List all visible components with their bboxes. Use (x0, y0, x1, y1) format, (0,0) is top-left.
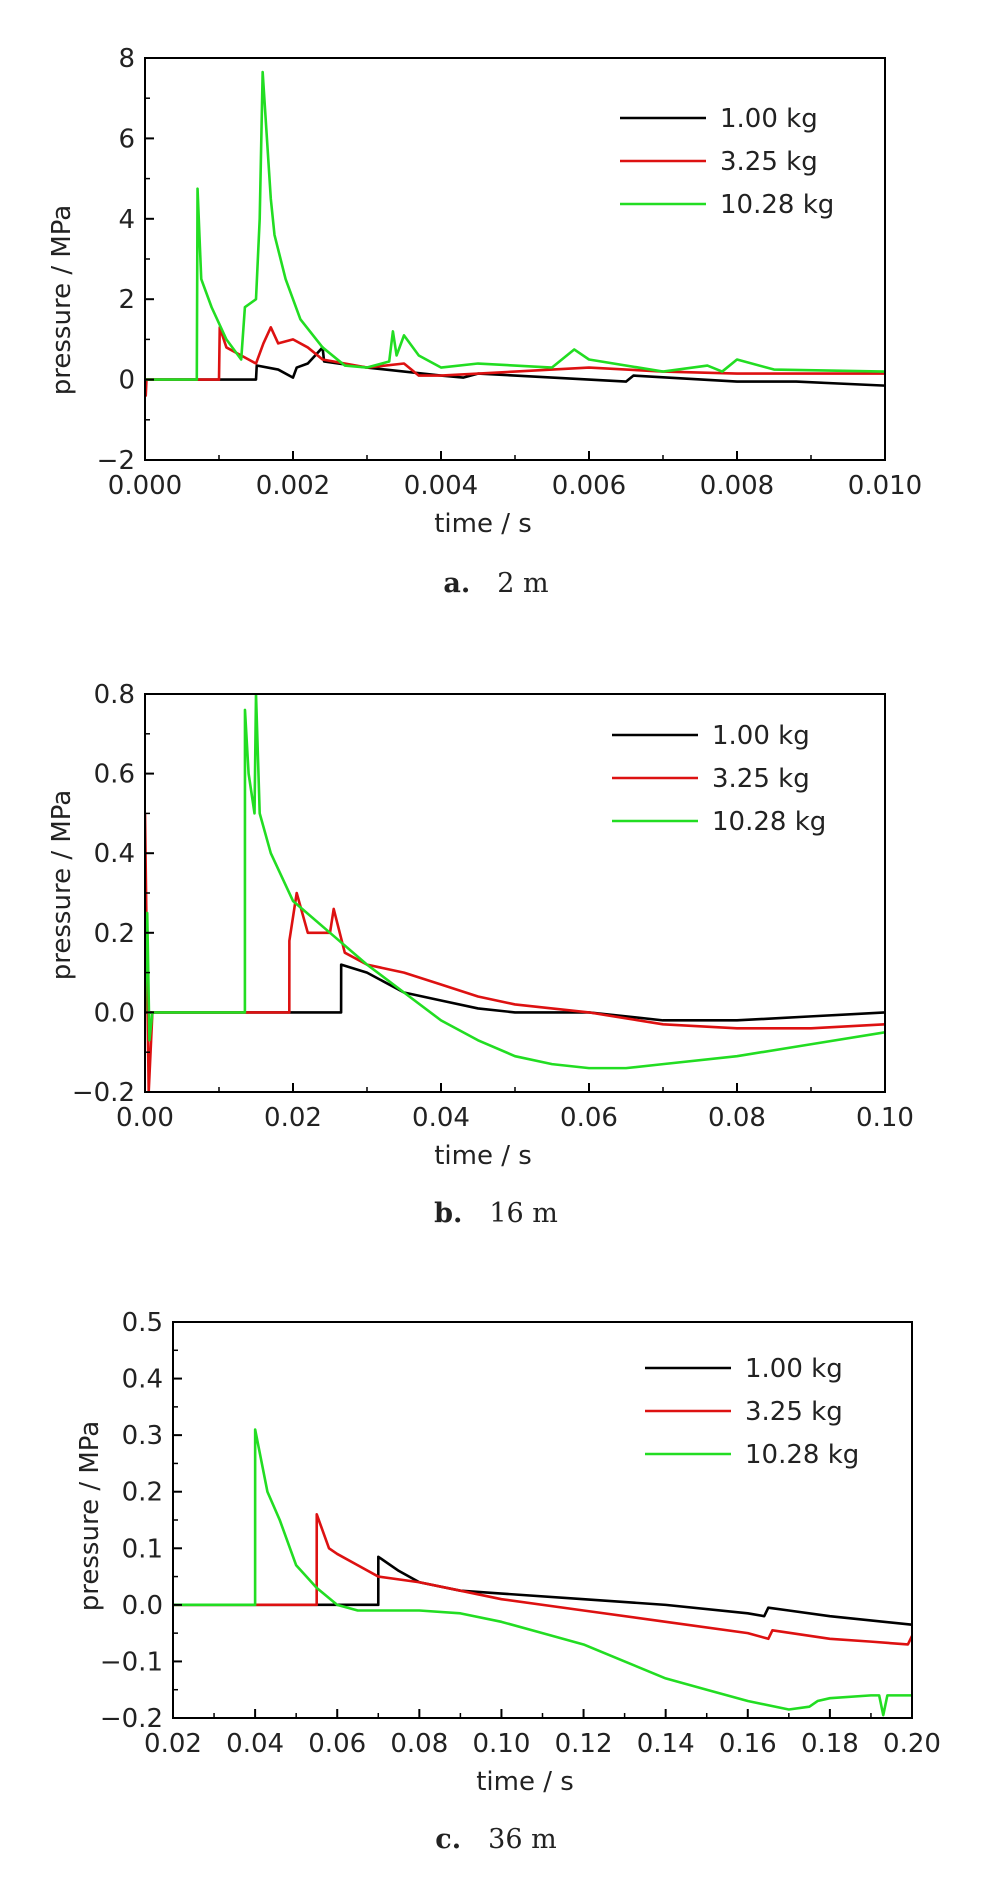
series-line-3 (145, 70, 885, 381)
panel-distance: 16 m (489, 1198, 558, 1229)
series-line-3 (173, 1428, 912, 1717)
x-tick-label: 0.010 (848, 471, 922, 501)
x-tick-label: 0.04 (226, 1729, 284, 1759)
legend-label-1: 1.00 kg (745, 1354, 843, 1384)
x-tick-label: 0.02 (144, 1729, 202, 1759)
y-tick-label: 2 (118, 285, 135, 315)
panel-caption: b. 16 m (434, 1198, 558, 1229)
y-tick-label: 0.0 (94, 998, 135, 1028)
x-tick-label: 0.20 (883, 1729, 941, 1759)
series-line-2 (173, 1513, 912, 1646)
legend-label-2: 3.25 kg (720, 147, 818, 177)
y-tick-label: 0.6 (94, 760, 135, 790)
y-tick-label: −0.2 (100, 1704, 163, 1734)
y-tick-label: 0.3 (122, 1421, 163, 1451)
x-axis-label: time / s (434, 1141, 532, 1171)
legend-label-3: 10.28 kg (745, 1440, 859, 1470)
x-tick-label: 0.08 (708, 1103, 766, 1133)
panel-caption: c. 36 m (435, 1824, 556, 1855)
y-tick-label: 0.4 (94, 839, 135, 869)
x-tick-label: 0.002 (256, 471, 330, 501)
panel-letter: a. (443, 568, 497, 599)
chart-panel-a: 0.000 0.002 0.004 0.006 0.008 0.010 −2 0 2 4 6 8 tim… (47, 44, 922, 599)
chart-panel-b: 0.00 0.02 0.04 0.06 0.08 0.10 −0.2 0.0 0.2 0.4 0.6… (47, 680, 914, 1229)
series-line-3 (145, 694, 885, 1070)
y-tick-label: 0.5 (122, 1308, 163, 1338)
y-tick-label: 0.2 (122, 1478, 163, 1508)
legend-label-3: 10.28 kg (720, 190, 834, 220)
panel-distance: 36 m (488, 1824, 557, 1855)
x-tick-label: 0.004 (404, 471, 478, 501)
x-tick-label: 0.06 (308, 1729, 366, 1759)
panel-distance: 2 m (497, 568, 548, 599)
y-tick-label: 6 (118, 124, 135, 154)
y-axis-label: pressure / MPa (47, 790, 77, 980)
y-tick-label: 0.0 (122, 1591, 163, 1621)
y-tick-label: 0 (118, 366, 135, 396)
series-line-1 (173, 1555, 912, 1626)
y-tick-label: −0.1 (100, 1647, 163, 1677)
y-tick-label: 4 (118, 205, 135, 235)
panel-letter: c. (435, 1824, 488, 1855)
y-axis-label: pressure / MPa (75, 1421, 105, 1611)
x-tick-label: 0.008 (700, 471, 774, 501)
legend-label-3: 10.28 kg (712, 807, 826, 837)
legend-label-2: 3.25 kg (712, 764, 810, 794)
series-line-1 (145, 963, 885, 1022)
y-tick-label: 0.8 (94, 680, 135, 710)
y-tick-label: 8 (118, 44, 135, 74)
series-line-2 (145, 326, 885, 397)
x-tick-label: 0.10 (856, 1103, 914, 1133)
series-line-1 (145, 346, 885, 387)
panel-letter: b. (434, 1198, 489, 1229)
x-tick-label: 0.18 (801, 1729, 859, 1759)
x-tick-label: 0.00 (116, 1103, 174, 1133)
x-tick-label: 0.000 (108, 471, 182, 501)
series-line-2 (145, 813, 885, 1092)
x-tick-label: 0.02 (264, 1103, 322, 1133)
x-tick-label: 0.16 (719, 1729, 777, 1759)
x-axis-label: time / s (434, 509, 532, 539)
x-tick-label: 0.08 (390, 1729, 448, 1759)
panel-caption: a. 2 m (443, 568, 548, 599)
y-tick-label: 0.1 (122, 1534, 163, 1564)
x-tick-label: 0.12 (555, 1729, 613, 1759)
y-axis-label: pressure / MPa (47, 205, 77, 395)
x-tick-label: 0.10 (472, 1729, 530, 1759)
x-axis-label: time / s (476, 1767, 574, 1797)
legend-label-2: 3.25 kg (745, 1397, 843, 1427)
y-tick-label: 0.2 (94, 919, 135, 949)
x-tick-label: 0.04 (412, 1103, 470, 1133)
legend-label-1: 1.00 kg (720, 104, 818, 134)
x-tick-label: 0.006 (552, 471, 626, 501)
legend-label-1: 1.00 kg (712, 721, 810, 751)
y-tick-label: −2 (97, 446, 135, 476)
x-tick-label: 0.06 (560, 1103, 618, 1133)
x-tick-label: 0.14 (637, 1729, 695, 1759)
y-tick-label: −0.2 (72, 1078, 135, 1108)
y-tick-label: 0.4 (122, 1365, 163, 1395)
chart-panel-c: 0.02 0.04 0.06 0.08 0.10 0.12 0.14 0.16 0.18 0.20… (75, 1308, 941, 1855)
